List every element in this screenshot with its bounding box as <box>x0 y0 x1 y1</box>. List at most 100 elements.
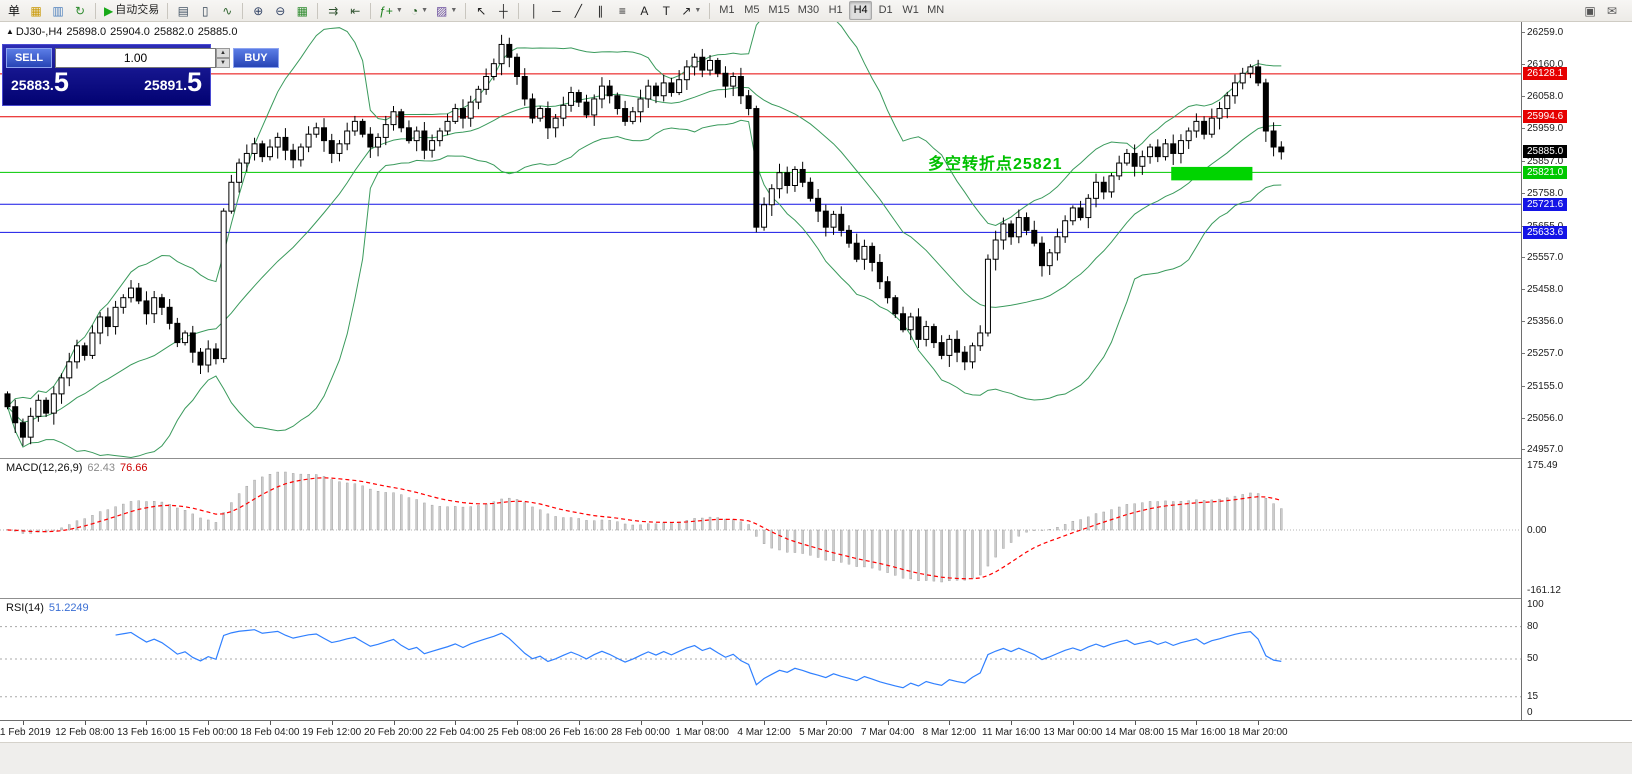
time-axis-label: 26 Feb 16:00 <box>549 727 609 738</box>
horizontal-line-icon[interactable]: ─ <box>546 1 566 20</box>
profiles-icon[interactable]: ▥ <box>48 1 68 20</box>
bollinger-upper-band <box>7 22 1282 408</box>
timeframe-d1[interactable]: D1 <box>874 1 897 20</box>
line-chart-icon: ∿ <box>222 3 233 18</box>
ohlc-close: 25885.0 <box>197 26 238 38</box>
text-icon[interactable]: A <box>634 1 654 20</box>
highlight-rectangle[interactable] <box>1171 166 1253 181</box>
timeframe-m15[interactable]: M15 <box>765 1 792 20</box>
fibonacci-icon[interactable]: ≡ <box>612 1 632 20</box>
macd-axis-label: 175.49 <box>1527 460 1558 471</box>
timeframe-h1[interactable]: H1 <box>824 1 847 20</box>
templates-icon[interactable]: ▨ ▼ <box>433 1 460 20</box>
tile-windows-icon[interactable]: ▦ <box>292 1 312 20</box>
price-axis-tick <box>1522 160 1525 162</box>
data-window-icon[interactable]: ▣ <box>1580 1 1600 20</box>
cursor-icon[interactable]: ↖ <box>471 1 491 20</box>
time-axis-label: 7 Mar 04:00 <box>860 727 915 738</box>
auto-scroll-icon[interactable]: ⇉ <box>323 1 343 20</box>
refresh-icon: ↻ <box>74 3 86 18</box>
main-chart-pane[interactable]: ▲ DJ30-,H4 25898.0 25904.0 25882.0 25885.0 SE… <box>0 22 1521 458</box>
crosshair-icon[interactable]: ┼ <box>493 1 513 20</box>
price-axis-label: 25959.0 <box>1527 123 1564 135</box>
zoom-in-icon[interactable]: ⊕ <box>248 1 268 20</box>
buy-price-button[interactable]: 25891. 5 <box>144 69 202 96</box>
timeframe-m5[interactable]: M5 <box>740 1 763 20</box>
pivot-annotation[interactable]: 多空转折点25821 <box>928 156 1063 173</box>
time-axis-label: 11 Feb 2019 <box>0 727 51 738</box>
indicators-icon[interactable]: ƒ+ ▼ <box>376 1 406 20</box>
crosshair-icon: ┼ <box>499 3 508 18</box>
time-axis-tick <box>1196 721 1198 725</box>
toolbar-separator <box>709 2 711 19</box>
time-axis-tick <box>1258 721 1260 725</box>
price-axis-tick <box>1522 31 1525 33</box>
toolbar-separator <box>370 2 372 19</box>
volume-input[interactable] <box>55 48 216 68</box>
toolbar-separator <box>167 2 169 19</box>
timeframe-h4[interactable]: H4 <box>849 1 873 20</box>
arrows-icon[interactable]: ↗ ▼ <box>678 1 704 20</box>
macd-pane[interactable]: MACD(12,26,9) 62.43 76.66 <box>0 459 1521 598</box>
time-axis-label: 19 Feb 12:00 <box>302 727 362 738</box>
timeframe-m30[interactable]: M30 <box>795 1 822 20</box>
price-axis-tick <box>1522 449 1525 451</box>
sell-price-button[interactable]: 25883. 5 <box>11 69 69 96</box>
vertical-line-icon[interactable]: │ <box>524 1 544 20</box>
macd-signal-line <box>7 477 1282 580</box>
periods-icon[interactable]: ◔ ▼ <box>408 1 431 20</box>
rsi-axis-label: 50 <box>1527 653 1539 664</box>
data-window-icon: ▣ <box>1584 3 1596 18</box>
volume-down-button[interactable]: ▼ <box>216 58 230 68</box>
volume-stepper: ▲ ▼ <box>55 48 230 68</box>
horizontal-line-icon: ─ <box>552 3 561 18</box>
text-label-icon[interactable]: T <box>656 1 676 20</box>
pane-separator[interactable] <box>0 598 1632 599</box>
timeframe-w1[interactable]: W1 <box>899 1 922 20</box>
bar-chart-icon: ▤ <box>177 3 189 18</box>
macd-main-value: 62.43 <box>87 462 115 474</box>
symbol-info: ▲ DJ30-,H4 25898.0 25904.0 25882.0 25885.0 <box>6 26 241 38</box>
timeframe-mn[interactable]: MN <box>924 1 947 20</box>
sell-button[interactable]: SELL <box>6 48 52 68</box>
rsi-pane[interactable]: RSI(14) 51.2249 <box>0 599 1521 720</box>
new-order-button[interactable]: 单 <box>4 1 24 20</box>
macd-chart[interactable] <box>0 459 1521 598</box>
time-axis: 11 Feb 2019 12 Feb 08:00 13 Feb 16:00 15 Fe… <box>0 720 1632 742</box>
time-axis-tick <box>517 721 519 725</box>
timeframe-m1[interactable]: M1 <box>715 1 738 20</box>
vertical-line-icon: │ <box>530 3 539 18</box>
current-price-tag: 25885.0 <box>1523 145 1568 159</box>
pane-separator[interactable] <box>0 458 1632 459</box>
rsi-chart[interactable] <box>0 599 1521 720</box>
price-axis-tick <box>1522 321 1525 323</box>
volume-up-button[interactable]: ▲ <box>216 48 230 58</box>
equidistant-channel-icon[interactable]: ∥ <box>590 1 610 20</box>
toolbar: 单 ▦ ▥ ↻ ▶ 自动交易 ▤ ▯ ∿ ⊕ ⊖ ▦ ⇉ ⇤ ƒ+ ▼ ◔ ▼ ▨ ▼ ↖ ┼ │ ─ ╱ ∥ ≡ A T ↗ ▼ M1 M5 M… <box>0 0 1632 22</box>
zoom-out-icon[interactable]: ⊖ <box>270 1 290 20</box>
line-chart-icon[interactable]: ∿ <box>217 1 237 20</box>
equidistant-channel-icon: ∥ <box>597 3 604 18</box>
toolbar-separator <box>317 2 319 19</box>
chevron-down-icon: ▼ <box>421 7 429 14</box>
price-axis-tick <box>1522 353 1525 355</box>
mail-icon[interactable]: ✉ <box>1602 1 1622 20</box>
buy-button[interactable]: BUY <box>233 48 279 68</box>
price-axis-label: 26160.0 <box>1527 58 1564 70</box>
ohlc-open: 25898.0 <box>66 26 107 38</box>
price-axis-tick <box>1522 385 1525 387</box>
time-axis-tick <box>1134 721 1136 725</box>
candlestick-chart[interactable] <box>0 22 1521 458</box>
trendline-icon[interactable]: ╱ <box>568 1 588 20</box>
autotrading-button[interactable]: ▶ 自动交易 <box>101 1 162 20</box>
hline-price-tag: 25633.6 <box>1523 225 1568 239</box>
chart-shift-icon[interactable]: ⇤ <box>345 1 365 20</box>
refresh-icon[interactable]: ↻ <box>70 1 90 20</box>
candlestick-chart-icon[interactable]: ▯ <box>195 1 215 20</box>
rsi-axis-label: 0 <box>1527 707 1533 718</box>
rsi-name: RSI(14) <box>6 602 44 614</box>
bar-chart-icon[interactable]: ▤ <box>173 1 193 20</box>
new-chart-icon[interactable]: ▦ <box>26 1 46 20</box>
time-axis-tick <box>702 721 704 725</box>
autotrading-icon: ▶ <box>104 3 114 18</box>
